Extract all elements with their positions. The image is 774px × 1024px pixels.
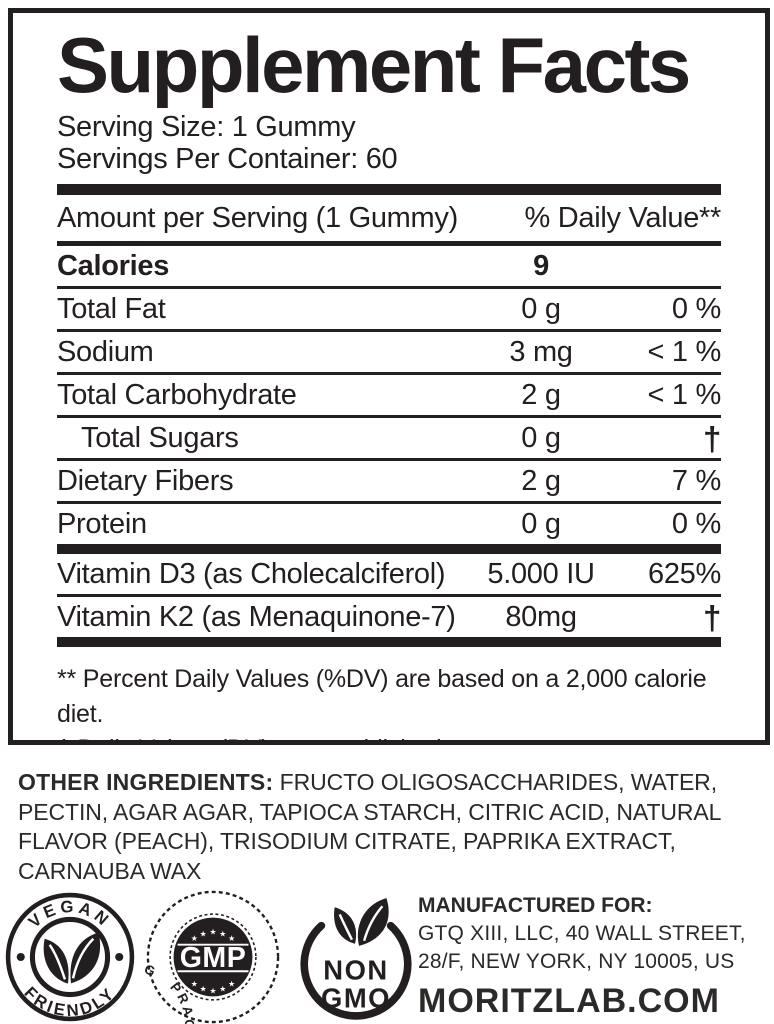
svg-text:★: ★ [191, 934, 198, 943]
vitamin-row: Vitamin K2 (as Menaquinone-7) 80mg † [57, 597, 721, 637]
row-dv: † [702, 419, 721, 457]
serving-size: Serving Size: 1 Gummy [57, 111, 356, 143]
serving-info: Serving Size: 1 Gummy Servings Per Conta… [57, 111, 721, 175]
row-amount: 2 g [521, 464, 561, 497]
row-dv: < 1 % [647, 378, 722, 411]
row-dv: 7 % [671, 464, 721, 497]
row-dv: 0 % [671, 292, 721, 325]
leaf-icon [43, 932, 101, 984]
row-amount: 9 [533, 249, 549, 282]
manufacturer-website: MORITZLAB.COM [418, 982, 720, 1020]
other-ingredients: OTHER INGREDIENTS: FRUCTO OLIGOSACCHARID… [18, 768, 766, 886]
other-ingredients-label: OTHER INGREDIENTS: [18, 769, 274, 795]
divider-thick-mid [57, 544, 721, 554]
table-row: Dietary Fibers 2 g 7 % [57, 461, 721, 504]
row-label: Total Fat [57, 292, 166, 325]
servings-per-container: Servings Per Container: 60 [57, 143, 398, 175]
divider-medium [57, 241, 721, 246]
header-amount-label: Amount per Serving (1 Gummy) [57, 201, 458, 234]
gmp-center-text: GMP [180, 942, 247, 974]
non-gmo-icon: NON GMO [300, 898, 412, 1020]
svg-text:★: ★ [200, 929, 207, 938]
row-label: Calories [57, 249, 170, 282]
vegan-badge-bottom-text: FRIENDLY [20, 983, 116, 1020]
svg-text:★: ★ [200, 985, 207, 994]
gmp-stars: ★★ ★ ★★ ★★ ★ ★★ [191, 927, 236, 995]
supplement-facts-panel: Supplement Facts Serving Size: 1 Gummy S… [8, 8, 770, 745]
divider-thick-top [57, 184, 721, 195]
footnote-dv: ** Percent Daily Values (%DV) are based … [57, 665, 707, 728]
vitamin-row: Vitamin D3 (as Cholecalciferol) 5.000 IU… [57, 554, 721, 597]
row-dv: < 1 % [647, 335, 722, 368]
table-row: Total Fat 0 g 0 % [57, 289, 721, 332]
table-row: Calories 9 [57, 246, 721, 289]
header-dv-label: % Daily Value** [524, 201, 722, 234]
row-amount: 0 g [521, 421, 561, 454]
svg-text:★: ★ [191, 980, 198, 989]
svg-text:★: ★ [228, 934, 235, 943]
row-amount: 5.000 IU [487, 557, 595, 590]
row-label: Dietary Fibers [57, 464, 234, 497]
row-label: Protein [57, 507, 147, 540]
svg-text:★: ★ [228, 980, 235, 989]
manufacturer-address-line1: GTQ XIII, LLC, 40 WALL STREET, [418, 922, 746, 945]
svg-text:★: ★ [219, 929, 226, 938]
row-amount: 80mg [505, 600, 577, 633]
table-row: Total Carbohydrate 2 g < 1 % [57, 375, 721, 418]
footnotes: ** Percent Daily Values (%DV) are based … [57, 662, 721, 740]
row-amount: 0 g [521, 292, 561, 325]
svg-text:★: ★ [219, 985, 226, 994]
footnote-dagger: † Daily Values (DV) not established. [57, 732, 721, 740]
row-amount: 2 g [521, 378, 561, 411]
non-gmo-line2: GMO [321, 983, 391, 1014]
row-label: Total Sugars [81, 421, 239, 454]
vegan-friendly-icon: VEGAN FRIENDLY [5, 892, 135, 1022]
row-label: Sodium [57, 335, 154, 368]
row-dv: † [702, 598, 721, 636]
panel-title: Supplement Facts [57, 21, 691, 109]
row-label: Vitamin K2 (as Menaquinone-7) [57, 600, 456, 633]
table-row: Sodium 3 mg < 1 % [57, 332, 721, 375]
row-amount: 3 mg [509, 335, 573, 368]
divider-thick-bottom [57, 637, 721, 647]
svg-text:FRIENDLY: FRIENDLY [20, 983, 119, 1020]
table-header: Amount per Serving (1 Gummy) % Daily Val… [57, 195, 721, 241]
other-ingredients-text: FRUCTO OLIGOSACCHARIDES, WATER, PECTIN, … [18, 769, 721, 884]
row-dv: 0 % [671, 507, 721, 540]
gmp-icon: PRACTICE • GOOD MANUFACTURING ★★★★★ ★★★★… [144, 890, 280, 1024]
manufacturer-address-line2: 28/F, NEW YORK, NY 10005, US [418, 949, 735, 973]
row-amount: 0 g [521, 507, 561, 540]
table-row: Protein 0 g 0 % [57, 504, 721, 544]
non-gmo-line1: NON [323, 954, 388, 985]
row-label: Total Carbohydrate [57, 378, 297, 411]
row-label: Vitamin D3 (as Cholecalciferol) [57, 557, 446, 590]
certification-badges: VEGAN FRIENDLY PRACTICE • GOOD MANUFACTU… [4, 888, 422, 1024]
table-row: Total Sugars 0 g † [57, 418, 721, 461]
svg-text:★: ★ [209, 986, 216, 995]
manufactured-for-label: MANUFACTURED FOR: [418, 894, 653, 917]
svg-text:★: ★ [209, 927, 216, 936]
manufacturer-block: MANUFACTURED FOR: GTQ XIII, LLC, 40 WALL… [418, 892, 746, 1021]
row-dv: 625% [648, 557, 721, 590]
leaf-icon [334, 898, 389, 946]
